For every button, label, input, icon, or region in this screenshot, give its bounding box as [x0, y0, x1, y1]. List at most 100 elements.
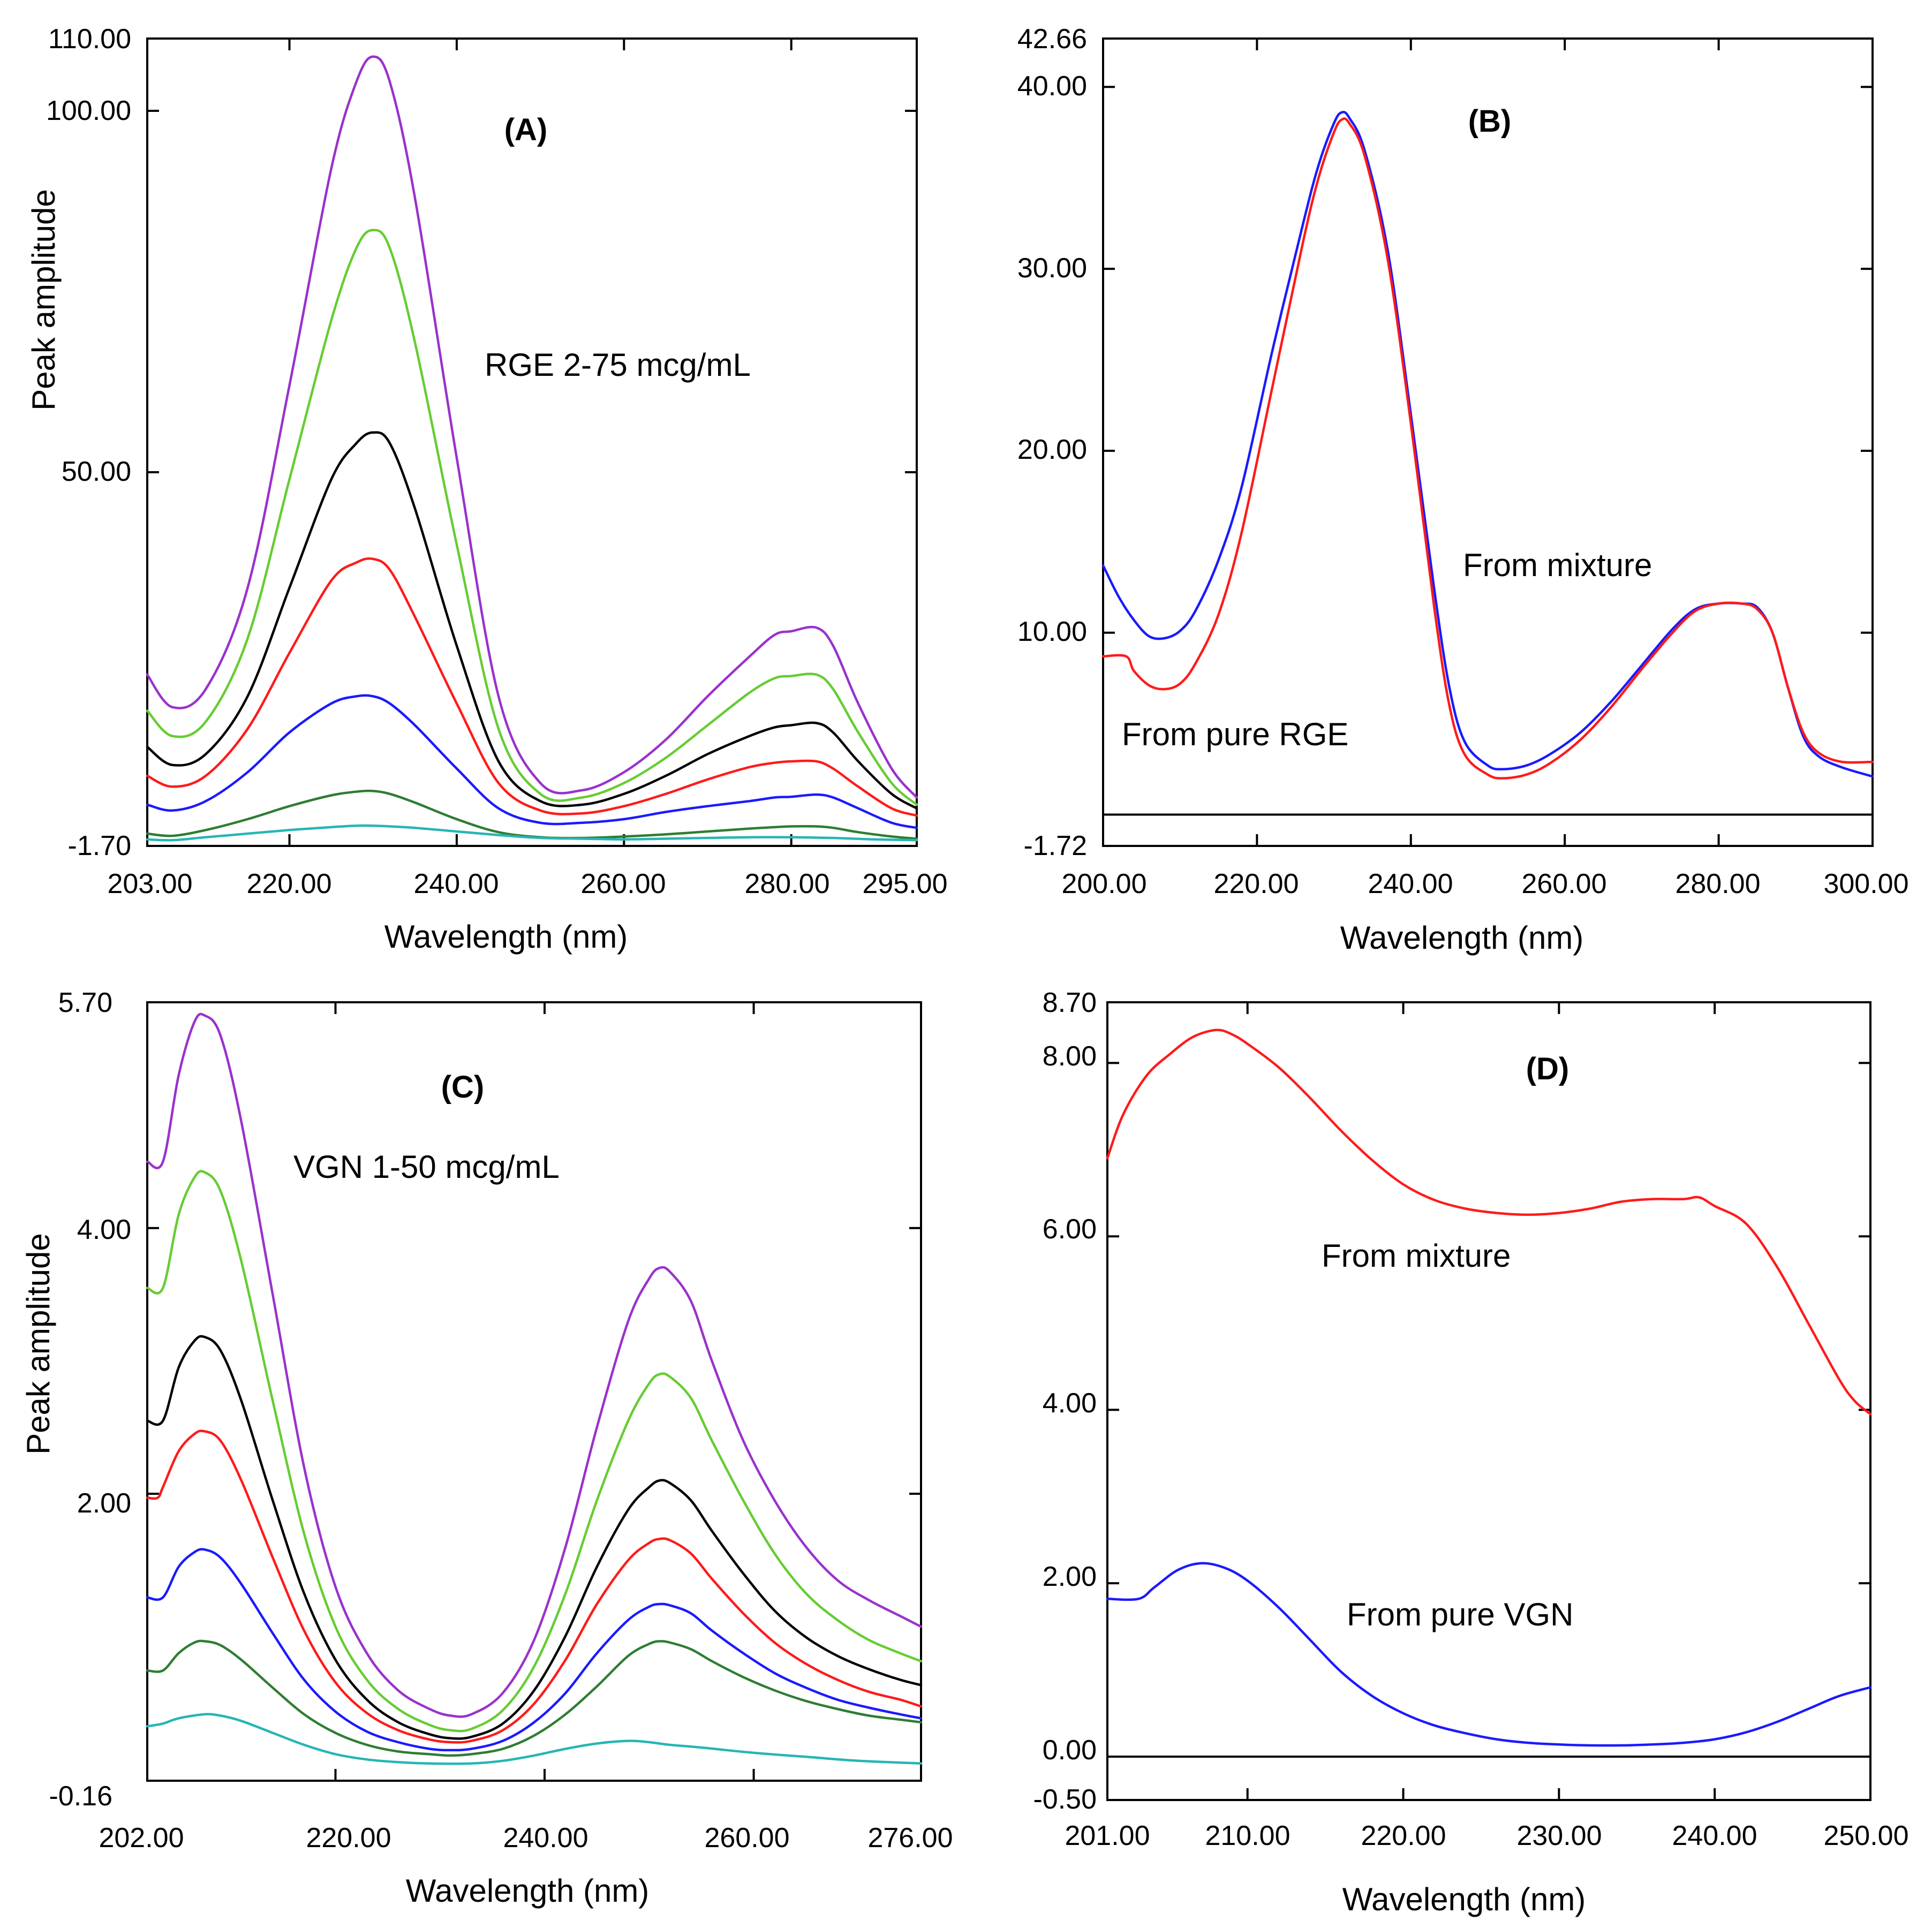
panel-c-series-blue [146, 1548, 923, 1752]
panel-a-series-green [146, 229, 918, 806]
panel-c-xtick-label: 202.00 [99, 1822, 184, 1854]
panel-b-ytick-label: 40.00 [1017, 71, 1087, 102]
panel-d-mixture-annotation: From mixture [1322, 1238, 1511, 1274]
panel-c-series-purple [146, 1012, 923, 1718]
panel-a-ytick-label: 100.00 [46, 95, 131, 126]
panel-b-xtick-label: 200.00 [1061, 868, 1146, 899]
panel-c-x-axis-title: Wavelength (nm) [406, 1873, 650, 1909]
panel-d-xtick-label: 230.00 [1516, 1820, 1602, 1851]
panel-b-label: (B) [1468, 104, 1512, 139]
panel-c: 5.70 4.00 2.00 -0.16 202.00 220.00 240.0… [20, 987, 953, 1909]
panel-a: 110.00 100.00 50.00 -1.70 203.00 220.00 … [26, 24, 948, 955]
panel-d-label: (D) [1526, 1052, 1569, 1086]
panel-b-xtick-label: 220.00 [1213, 868, 1299, 899]
panel-b-plot-frame [1102, 37, 1874, 847]
panel-c-plot-frame [146, 1001, 922, 1782]
panel-c-series-darkgreen [146, 1639, 923, 1757]
panel-a-curves [146, 55, 918, 842]
panel-a-ytick-label: 110.00 [48, 24, 131, 55]
panel-b-x-tick-labels: 200.00 220.00 240.00 260.00 280.00 300.0… [1061, 868, 1908, 899]
panel-c-xtick-label: 276.00 [867, 1822, 953, 1854]
panel-d-ytick-label: 6.00 [1043, 1214, 1097, 1245]
panel-d-xtick-label: 210.00 [1205, 1820, 1290, 1851]
panel-c-xtick-label: 240.00 [503, 1822, 588, 1854]
panel-a-series-blue [146, 694, 918, 829]
panel-a-series-red [146, 557, 918, 817]
panel-d-ytick-label: 2.00 [1043, 1561, 1097, 1592]
panel-a-xtick-label: 295.00 [862, 868, 947, 899]
panel-d-xtick-label: 201.00 [1065, 1820, 1150, 1851]
panel-b-xtick-label: 280.00 [1675, 868, 1760, 899]
panel-c-ytick-label: 2.00 [77, 1488, 131, 1519]
panel-a-series-black [146, 431, 918, 810]
panel-c-xtick-label: 260.00 [704, 1822, 789, 1854]
panel-d-curves [1106, 1028, 1872, 1747]
panel-a-series-teal [146, 824, 918, 842]
panel-a-xtick-label: 280.00 [744, 868, 829, 899]
panel-c-series-black [146, 1335, 923, 1740]
panel-d-y-tick-labels: 8.70 8.00 6.00 4.00 2.00 0.00 -0.50 [1033, 987, 1097, 1815]
panel-b-series-from-pure-rge [1101, 117, 1874, 780]
panel-c-series-red [146, 1430, 923, 1744]
panel-a-xtick-label: 240.00 [413, 868, 499, 899]
panel-c-curves [146, 1012, 923, 1765]
panel-b-curves [1101, 110, 1874, 780]
panel-c-concentration-annotation: VGN 1-50 mcg/mL [293, 1149, 560, 1185]
panel-b-ytick-label: -1.72 [1023, 830, 1087, 861]
panel-d-ytick-label: -0.50 [1033, 1784, 1097, 1815]
panel-d-ytick-label: 8.70 [1043, 987, 1097, 1018]
panel-a-xtick-label: 260.00 [580, 868, 666, 899]
panel-d-series-from-pure-vgn [1106, 1562, 1872, 1747]
panel-d-xtick-label: 220.00 [1361, 1820, 1446, 1851]
panel-b-pure-annotation: From pure RGE [1122, 716, 1348, 752]
panel-a-xtick-label: 220.00 [246, 868, 331, 899]
panel-d-pure-annotation: From pure VGN [1347, 1597, 1573, 1632]
panel-c-y-axis-title: Peak amplitude [20, 1233, 56, 1455]
panel-c-ticks [146, 1001, 922, 1782]
panel-c-ytick-label: -0.16 [49, 1781, 112, 1812]
panel-a-ytick-label: 50.00 [62, 456, 131, 487]
panel-d-x-axis-title: Wavelength (nm) [1342, 1881, 1586, 1917]
panel-d-ytick-label: 4.00 [1043, 1388, 1097, 1419]
panel-d-ticks [1106, 1001, 1871, 1801]
panel-a-series-purple [146, 55, 918, 799]
panel-a-xtick-label: 203.00 [107, 868, 192, 899]
panel-b-x-axis-title: Wavelength (nm) [1340, 920, 1584, 956]
panel-a-ytick-label: -1.70 [67, 830, 131, 861]
panel-b-series-from-mixture [1101, 110, 1874, 778]
panel-b-xtick-label: 300.00 [1823, 868, 1908, 899]
panel-d-plot-frame [1106, 1001, 1871, 1801]
panel-b-ticks [1102, 37, 1874, 847]
panel-b: 42.66 40.00 30.00 20.00 10.00 -1.72 200.… [1017, 24, 1909, 956]
panel-b-y-tick-labels: 42.66 40.00 30.00 20.00 10.00 -1.72 [1017, 24, 1087, 861]
panel-b-ytick-label: 30.00 [1017, 253, 1087, 284]
panel-d-xtick-label: 240.00 [1672, 1820, 1757, 1851]
panel-d-ytick-label: 0.00 [1043, 1735, 1097, 1766]
panel-c-series-teal [146, 1713, 923, 1765]
panel-a-y-tick-labels: 110.00 100.00 50.00 -1.70 [46, 24, 131, 861]
panel-c-series-green [146, 1170, 923, 1733]
panel-d: 8.70 8.00 6.00 4.00 2.00 0.00 -0.50 201.… [1033, 987, 1908, 1917]
panel-b-ytick-label: 42.66 [1017, 24, 1087, 55]
panel-a-y-axis-title: Peak amplitude [26, 189, 62, 411]
panel-c-x-tick-labels: 202.00 220.00 240.00 260.00 276.00 [99, 1822, 953, 1854]
panel-c-ytick-label: 4.00 [77, 1214, 131, 1245]
panel-b-mixture-annotation: From mixture [1463, 547, 1652, 583]
panel-b-ytick-label: 20.00 [1017, 434, 1087, 465]
panel-b-xtick-label: 240.00 [1368, 868, 1453, 899]
panel-c-y-tick-labels: 5.70 4.00 2.00 -0.16 [49, 987, 131, 1812]
panel-d-xtick-label: 250.00 [1823, 1820, 1908, 1851]
panel-d-series-from-mixture [1106, 1028, 1872, 1416]
panel-c-ytick-label: 5.70 [58, 987, 112, 1018]
panel-c-label: (C) [441, 1070, 485, 1105]
panel-a-label: (A) [504, 112, 548, 147]
panel-b-xtick-label: 260.00 [1521, 868, 1606, 899]
panel-b-ytick-label: 10.00 [1017, 616, 1087, 647]
panel-a-concentration-annotation: RGE 2-75 mcg/mL [485, 347, 751, 383]
panel-d-x-tick-labels: 201.00 210.00 220.00 230.00 240.00 250.0… [1065, 1820, 1908, 1851]
panel-c-xtick-label: 220.00 [306, 1822, 391, 1854]
panel-a-x-tick-labels: 203.00 220.00 240.00 260.00 280.00 295.0… [107, 868, 947, 899]
panel-a-x-axis-title: Wavelength (nm) [384, 919, 628, 955]
panel-a-plot-frame [146, 37, 918, 847]
